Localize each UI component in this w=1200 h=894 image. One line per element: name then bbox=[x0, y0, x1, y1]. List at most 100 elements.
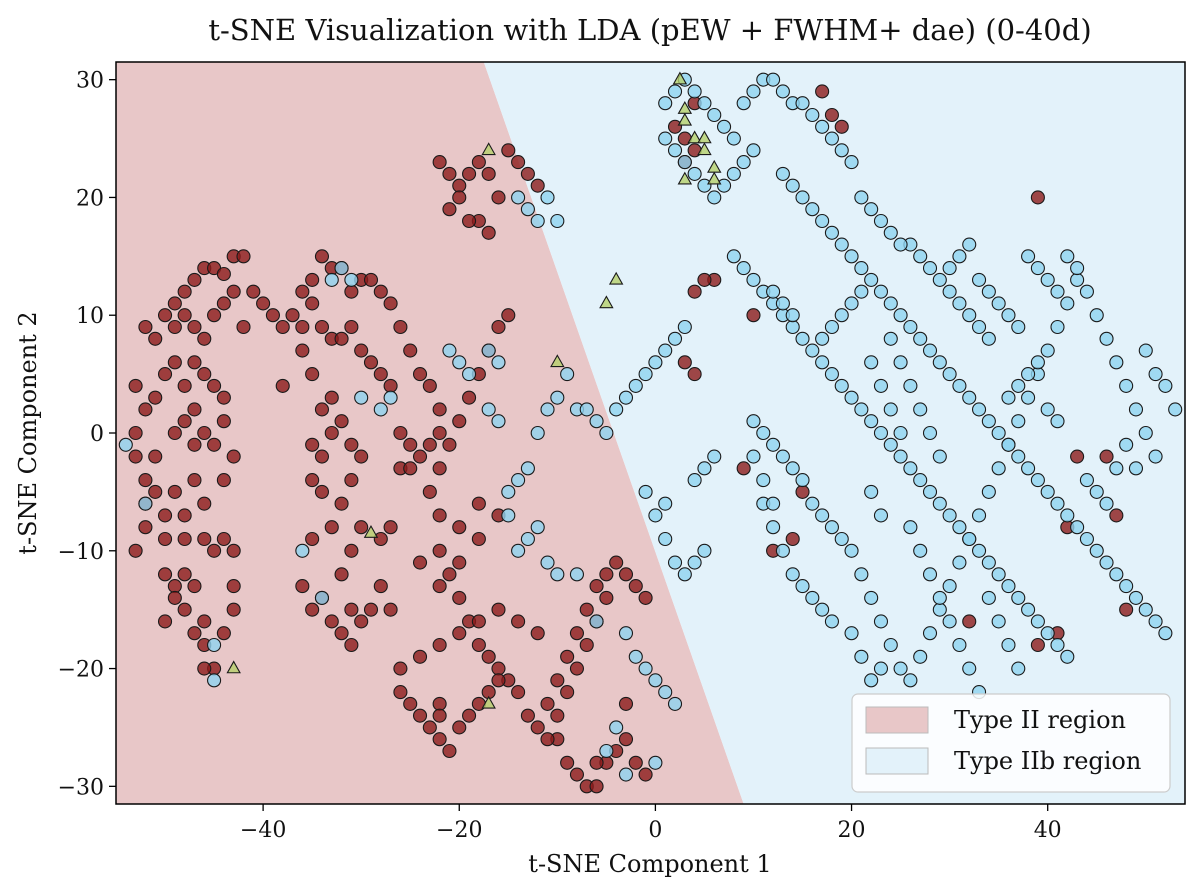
data-point bbox=[373, 284, 388, 299]
data-point bbox=[462, 367, 477, 382]
data-point bbox=[697, 272, 712, 287]
data-point bbox=[795, 190, 810, 205]
data-point bbox=[246, 284, 261, 299]
data-point bbox=[834, 143, 849, 158]
data-point bbox=[177, 284, 192, 299]
data-point bbox=[834, 308, 849, 323]
data-point bbox=[344, 602, 359, 617]
data-point bbox=[736, 461, 751, 476]
x-tick-label: 0 bbox=[648, 818, 662, 843]
data-point bbox=[952, 378, 967, 393]
data-point bbox=[1099, 555, 1114, 570]
data-point bbox=[177, 602, 192, 617]
data-point bbox=[128, 449, 143, 464]
data-point bbox=[815, 508, 830, 523]
data-point-triangle bbox=[481, 142, 496, 156]
data-point bbox=[226, 602, 241, 617]
data-point bbox=[432, 696, 447, 711]
data-point bbox=[157, 614, 173, 629]
data-point bbox=[187, 473, 202, 488]
data-point bbox=[746, 143, 761, 158]
data-point bbox=[167, 355, 182, 370]
data-point bbox=[560, 649, 575, 664]
data-point bbox=[314, 402, 330, 417]
data-point bbox=[1050, 284, 1065, 299]
data-point bbox=[157, 308, 173, 323]
data-point bbox=[128, 378, 143, 393]
data-point bbox=[511, 543, 526, 558]
data-point bbox=[422, 720, 437, 735]
data-point bbox=[324, 390, 339, 405]
data-point bbox=[815, 213, 830, 229]
data-point bbox=[520, 202, 535, 217]
data-point bbox=[226, 449, 241, 464]
data-point bbox=[785, 178, 800, 193]
x-tick-label: 20 bbox=[838, 818, 866, 843]
data-point bbox=[481, 649, 496, 664]
data-point bbox=[569, 767, 584, 782]
data-point bbox=[834, 237, 849, 252]
data-point bbox=[942, 579, 957, 594]
data-point bbox=[1021, 390, 1036, 405]
data-point bbox=[599, 743, 614, 759]
data-point bbox=[883, 296, 898, 311]
data-point bbox=[295, 543, 310, 558]
data-point bbox=[1001, 308, 1016, 323]
data-point bbox=[197, 425, 212, 441]
data-point bbox=[687, 84, 702, 99]
data-point bbox=[1060, 508, 1075, 523]
data-point bbox=[599, 567, 614, 582]
data-point bbox=[393, 319, 408, 335]
data-point bbox=[638, 590, 653, 605]
data-point bbox=[942, 261, 957, 276]
data-point bbox=[726, 249, 741, 264]
data-point bbox=[177, 531, 192, 547]
series-other bbox=[226, 71, 722, 709]
data-point bbox=[815, 355, 830, 370]
data-point bbox=[1030, 190, 1045, 205]
data-point bbox=[599, 425, 614, 441]
data-point bbox=[1001, 579, 1016, 594]
data-point bbox=[511, 155, 526, 170]
data-point bbox=[197, 331, 212, 346]
data-point bbox=[471, 637, 486, 653]
data-point bbox=[913, 649, 928, 664]
data-point-triangle bbox=[226, 660, 241, 674]
data-point bbox=[363, 355, 379, 370]
data-point bbox=[207, 378, 222, 393]
data-point bbox=[403, 696, 418, 711]
data-point bbox=[981, 284, 996, 299]
data-point bbox=[932, 272, 947, 287]
data-point bbox=[1079, 473, 1094, 488]
data-point bbox=[314, 319, 330, 335]
data-point bbox=[295, 284, 310, 299]
data-point bbox=[167, 579, 182, 594]
data-point bbox=[658, 531, 673, 547]
data-point bbox=[442, 437, 457, 452]
data-point bbox=[785, 531, 800, 547]
data-point bbox=[903, 520, 918, 535]
data-point bbox=[177, 567, 192, 582]
data-point bbox=[854, 284, 869, 299]
data-point bbox=[491, 661, 506, 676]
data-point bbox=[834, 119, 849, 134]
data-point bbox=[805, 496, 820, 511]
data-point bbox=[1060, 296, 1075, 311]
data-point bbox=[864, 355, 879, 370]
data-point bbox=[128, 425, 143, 441]
data-point bbox=[854, 567, 869, 582]
data-point bbox=[746, 84, 761, 99]
data-point bbox=[216, 626, 231, 641]
data-point bbox=[579, 637, 594, 653]
data-point bbox=[216, 531, 231, 547]
data-point bbox=[962, 308, 977, 323]
data-point bbox=[334, 331, 349, 346]
x-tick-label: −40 bbox=[240, 818, 286, 843]
data-point bbox=[579, 402, 594, 417]
data-point bbox=[305, 296, 320, 311]
data-point bbox=[1119, 378, 1134, 393]
data-point bbox=[207, 437, 222, 452]
data-point bbox=[530, 626, 545, 641]
data-point bbox=[638, 367, 653, 382]
data-point bbox=[864, 590, 879, 605]
